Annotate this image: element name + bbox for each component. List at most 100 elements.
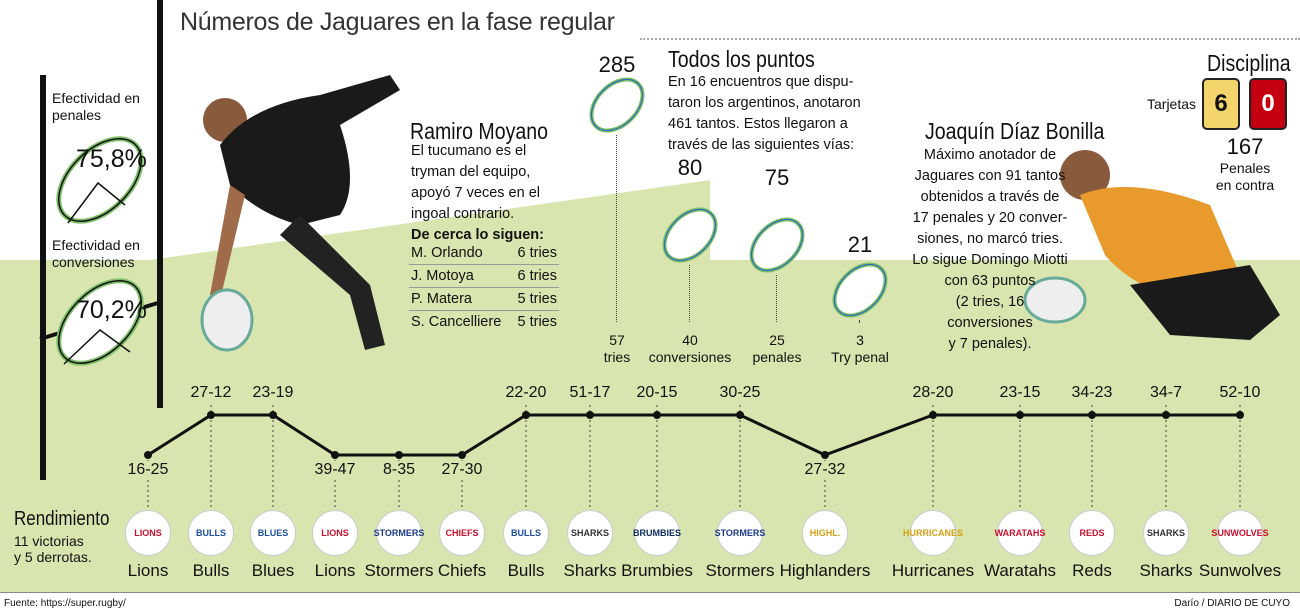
- credit: Darío / DIARIO DE CUYO: [1174, 598, 1290, 609]
- leader-line: [689, 265, 690, 322]
- rugby-ball-icon: [589, 77, 645, 133]
- score-label: 27-30: [432, 461, 492, 479]
- text-line: y 5 derrotas.: [14, 549, 92, 565]
- text-line: Lo sigue Domingo Miotti: [912, 252, 1068, 268]
- text-line: Penales: [1219, 160, 1271, 176]
- points-value: 75: [764, 165, 790, 190]
- goal-post-left: [40, 75, 46, 480]
- leader-line: [616, 135, 617, 322]
- table-row: S. Cancelliere 5 tries: [409, 311, 559, 333]
- team-logo-icon: LIONS: [312, 510, 358, 556]
- team-name: Stormers: [364, 561, 434, 580]
- result-point: [144, 451, 152, 459]
- result-point: [1236, 411, 1244, 419]
- result-point: [395, 451, 403, 459]
- team-logo-icon: SHARKS: [567, 510, 613, 556]
- team-name: Chiefs: [437, 561, 487, 580]
- score-label: 16-25: [118, 461, 178, 479]
- text-line: siones, no marcó tries.: [917, 231, 1063, 247]
- text-line: ingoal contrario.: [411, 206, 515, 222]
- score-label: 27-12: [181, 384, 241, 402]
- rugby-ball-icon: [749, 217, 805, 273]
- team-logo-icon: BRUMBIES: [633, 510, 681, 556]
- rugby-ball-icon: [662, 207, 718, 263]
- penales-label: Efectividad en penales: [52, 90, 140, 123]
- moyano-text: El tucumano es el tryman del equipo, apoyó…: [411, 141, 544, 246]
- score-label: 34-7: [1136, 384, 1196, 402]
- count: 3: [856, 332, 864, 348]
- result-point: [821, 451, 829, 459]
- result-point: [1088, 411, 1096, 419]
- follow-title: De cerca lo siguen:: [411, 227, 544, 243]
- team-logo-icon: REDS: [1069, 510, 1115, 556]
- source: Fuente: https://super.rugby/: [4, 598, 126, 609]
- result-point: [207, 411, 215, 419]
- footer-divider: [0, 592, 1300, 593]
- team-name: Highlanders: [779, 561, 871, 580]
- team-logo-icon: WARATAHS: [995, 510, 1045, 556]
- player-photo-moyano: [200, 75, 400, 352]
- score-label: 20-15: [627, 384, 687, 402]
- score-label: 8-35: [369, 461, 429, 479]
- score-label: 52-10: [1210, 384, 1270, 402]
- score-label: 51-17: [560, 384, 620, 402]
- goal-post-right: [157, 0, 163, 408]
- count-label: conversiones: [648, 349, 732, 365]
- result-point: [653, 411, 661, 419]
- score-label: 34-23: [1062, 384, 1122, 402]
- text-line: 11 victorias: [14, 533, 84, 549]
- moyano-name: Ramiro Moyano: [410, 118, 548, 144]
- text-line: en contra: [1215, 177, 1275, 193]
- penales-en-contra-count: 167: [1226, 134, 1264, 159]
- team-logo-icon: HIGHL.: [802, 510, 848, 556]
- text-line: con 63 puntos: [944, 273, 1036, 289]
- count-label: tries: [603, 349, 631, 365]
- team-logo-icon: BULLS: [503, 510, 549, 556]
- tries-table: M. Orlando 6 tries J. Motoya 6 tries P. Ma…: [409, 242, 559, 333]
- points-value: 80: [677, 155, 703, 180]
- team-logo-icon: SUNWOLVES: [1211, 510, 1269, 556]
- team-name: Lions: [314, 561, 356, 580]
- count-label: Try penal: [831, 349, 889, 365]
- result-point: [269, 411, 277, 419]
- text-line: través de las siguientes vías:: [668, 137, 855, 153]
- score-label: 23-15: [990, 384, 1050, 402]
- team-logo-icon: BULLS: [188, 510, 234, 556]
- player-name: S. Cancelliere: [411, 314, 502, 330]
- text-line: Máximo anotador de: [923, 147, 1057, 163]
- team-name: Sharks: [563, 561, 617, 580]
- count: 57: [609, 332, 625, 348]
- result-point: [1016, 411, 1024, 419]
- player-photo-bonilla: [1023, 150, 1280, 340]
- rendimiento-title: Rendimiento: [14, 508, 110, 530]
- result-point: [1162, 411, 1170, 419]
- rugby-ball-icon: [56, 136, 144, 224]
- text-line: El tucumano es el: [411, 143, 527, 159]
- player-name: J. Motoya: [411, 268, 474, 284]
- team-name: Sharks: [1139, 561, 1193, 580]
- yellow-card: 6: [1202, 78, 1240, 130]
- team-name: Stormers: [705, 561, 775, 580]
- points-detail: 40 conversiones: [640, 332, 740, 366]
- rendimiento-text: 11 victorias y 5 derrotas.: [14, 533, 92, 565]
- tries-count: 6 tries: [517, 268, 558, 284]
- team-name: Lions: [127, 561, 169, 580]
- rugby-ball-icon: [832, 262, 888, 318]
- conversiones-label: Efectividad en conversiones: [52, 237, 140, 270]
- team-name: Waratahs: [983, 561, 1057, 580]
- team-name: Hurricanes: [891, 561, 975, 580]
- results-line: [147, 413, 1240, 457]
- result-point: [331, 451, 339, 459]
- red-card: 0: [1249, 78, 1287, 130]
- team-name: Brumbies: [621, 561, 693, 580]
- result-point: [929, 411, 937, 419]
- leader-line: [859, 320, 860, 322]
- team-logo-icon: STORMERS: [374, 510, 424, 556]
- text-line: tryman del equipo,: [411, 164, 531, 180]
- points-detail: 57 tries: [567, 332, 667, 366]
- score-label: 22-20: [496, 384, 556, 402]
- count-label: penales: [752, 349, 802, 365]
- table-row: P. Matera 5 tries: [409, 288, 559, 311]
- team-logo-icon: BLUES: [250, 510, 296, 556]
